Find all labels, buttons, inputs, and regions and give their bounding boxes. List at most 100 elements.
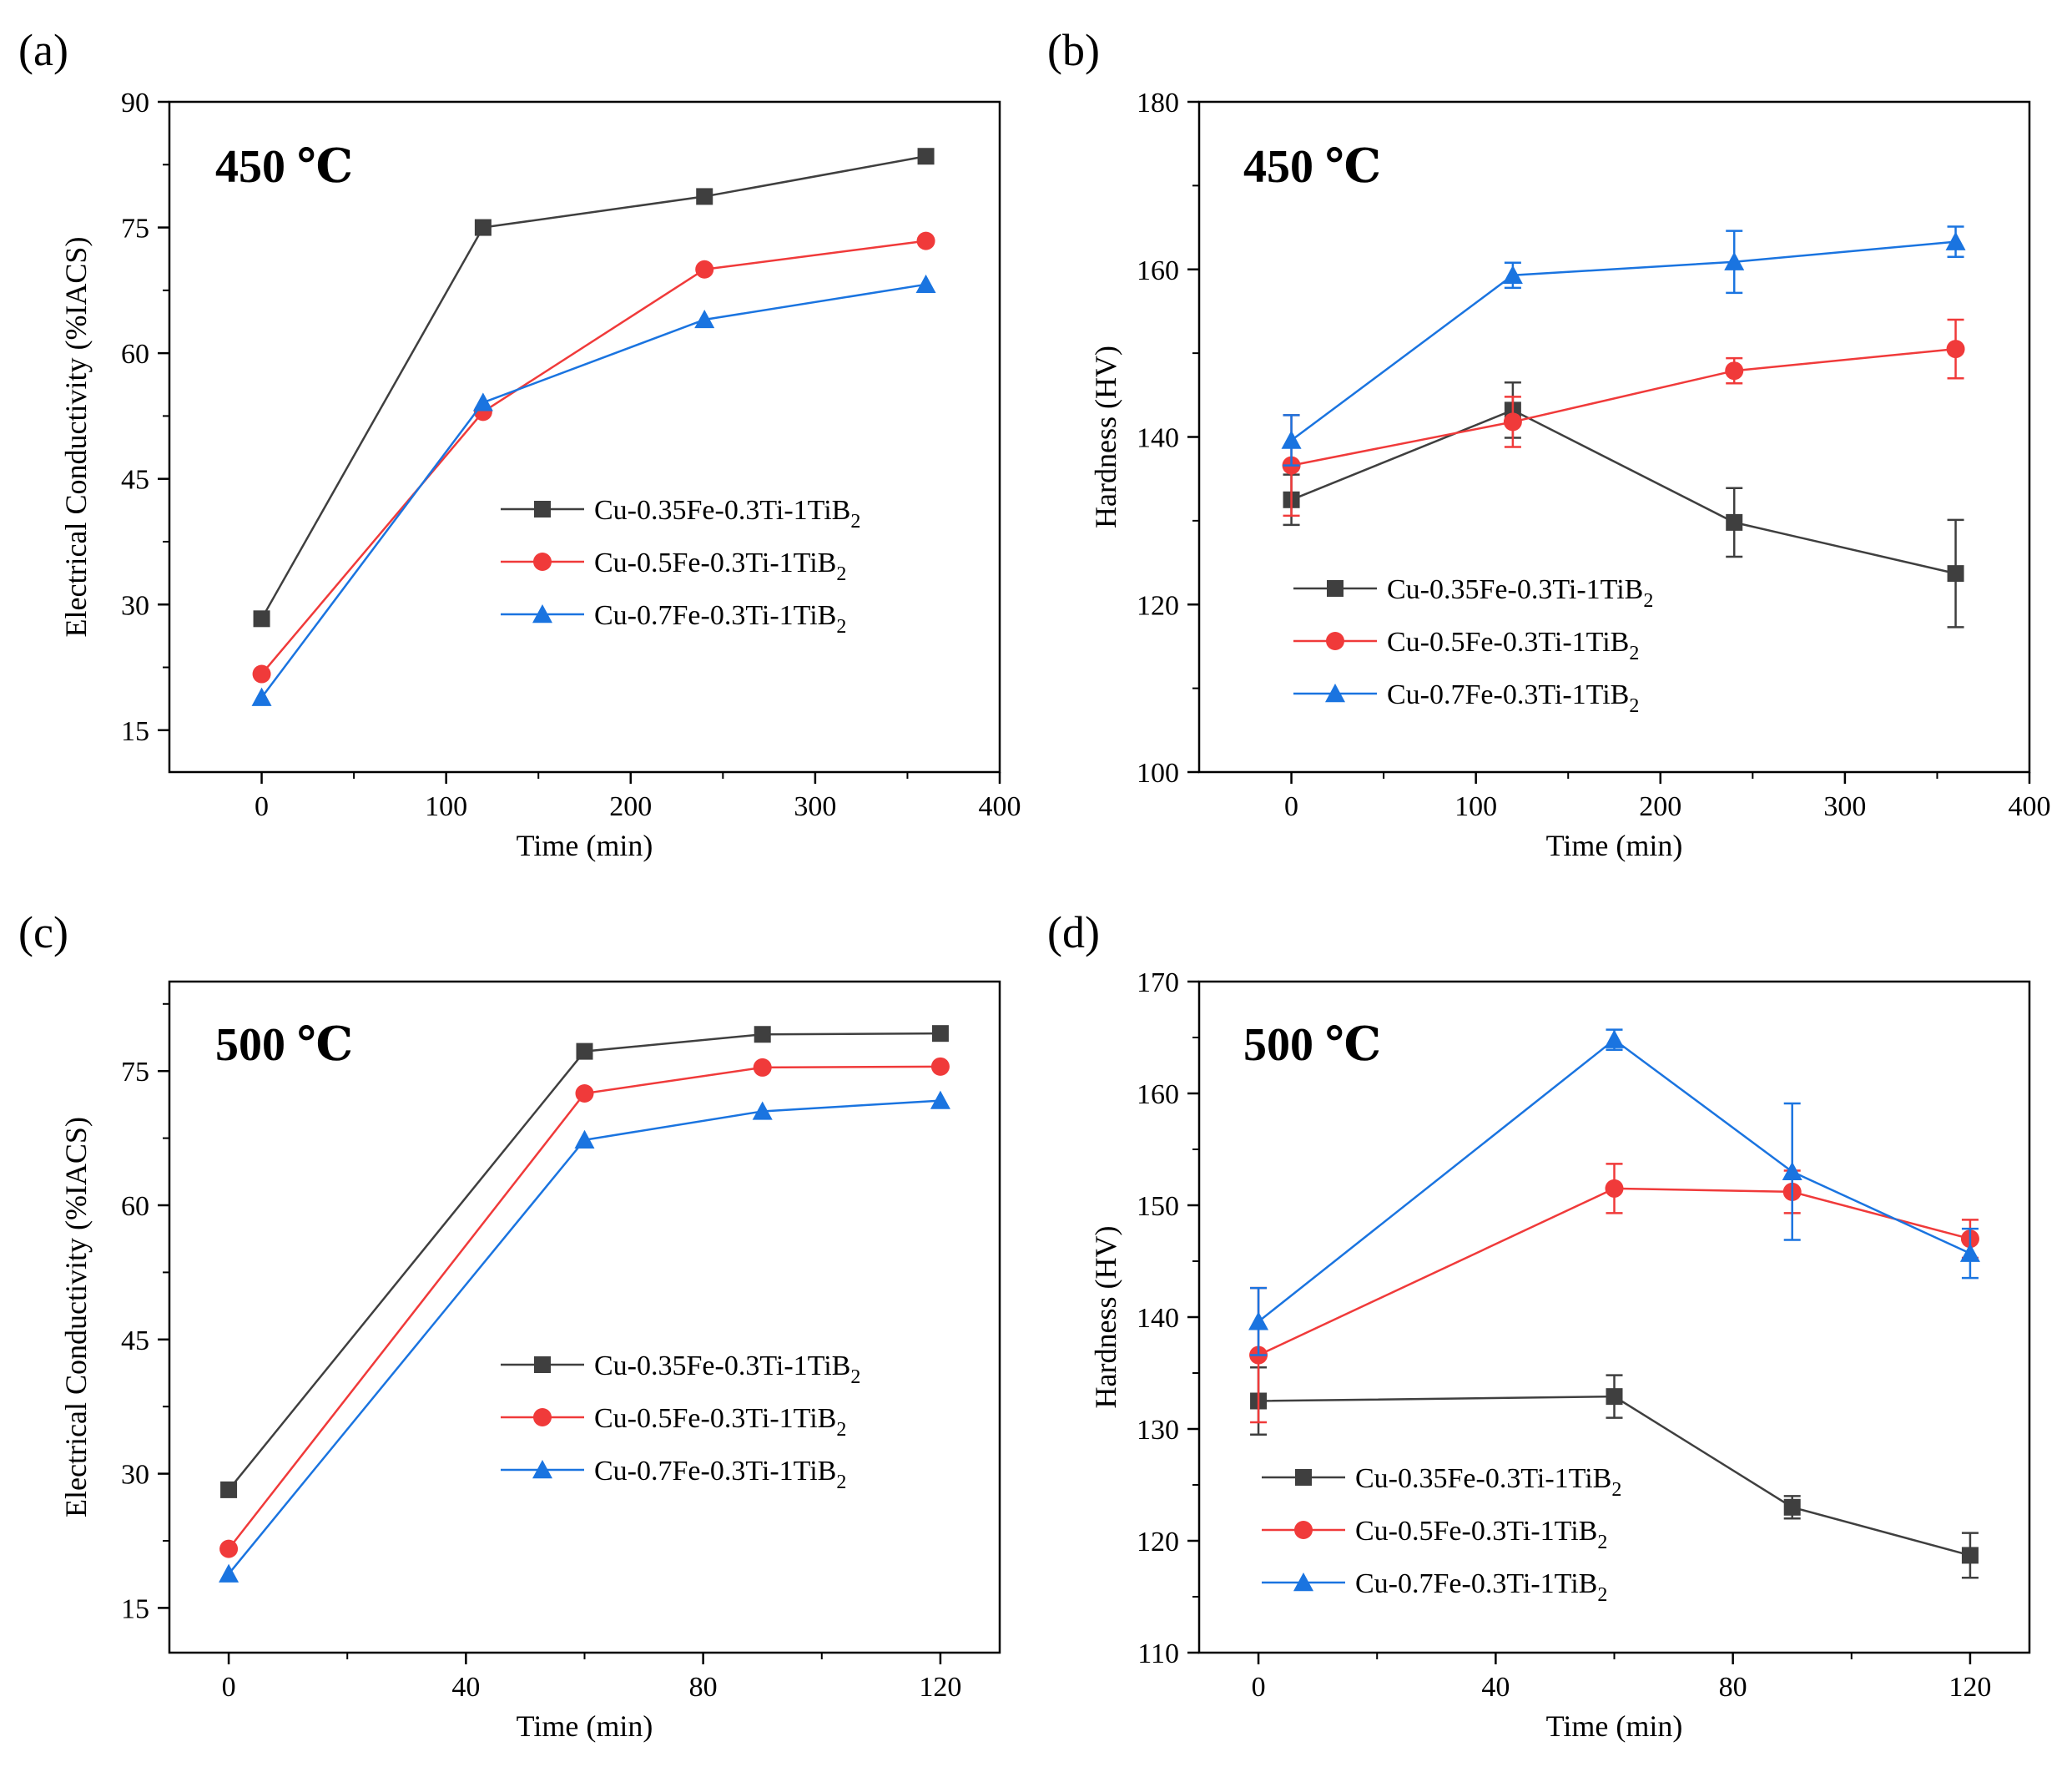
data-point <box>930 1090 950 1109</box>
x-axis-label: Time (min) <box>517 1709 653 1743</box>
y-tick-label: 140 <box>1137 423 1179 454</box>
legend-marker <box>533 1408 552 1426</box>
legend-label: Cu-0.35Fe-0.3Ti-1TiB2 <box>1387 574 1653 612</box>
x-tick-label: 100 <box>1454 791 1497 822</box>
legend-entry: Cu-0.7Fe-0.3Ti-1TiB2 <box>1262 1568 1607 1606</box>
y-tick-label: 180 <box>1137 88 1179 119</box>
panel-label: (a) <box>18 25 68 75</box>
x-tick-label: 200 <box>1639 791 1681 822</box>
data-series <box>219 1057 950 1558</box>
data-series <box>1248 1028 1980 1356</box>
legend-marker <box>1294 1521 1313 1539</box>
y-axis-label: Hardness (HV) <box>1089 1226 1122 1409</box>
x-tick-label: 40 <box>1481 1672 1510 1703</box>
temperature-annotation: 500 ℃ <box>215 1019 353 1071</box>
x-tick-label: 300 <box>794 791 836 822</box>
chart-panel: (a) 0 100 200 300 400 15 30 45 60 75 90 Time (min) El… <box>18 25 1021 862</box>
y-tick-label: 60 <box>121 1191 149 1222</box>
data-point <box>1959 1243 1980 1262</box>
data-point <box>1782 1161 1802 1180</box>
legend-entry: Cu-0.35Fe-0.3Ti-1TiB2 <box>501 495 860 533</box>
x-axis-label: Time (min) <box>1546 1709 1683 1743</box>
data-point <box>474 219 492 236</box>
data-point <box>1725 361 1744 381</box>
data-point <box>1724 251 1745 270</box>
series-line <box>1258 1038 1971 1323</box>
data-point <box>917 148 935 165</box>
plot-frame <box>168 980 1001 1654</box>
legend-entry: Cu-0.5Fe-0.3Ti-1TiB2 <box>1293 627 1639 664</box>
y-tick-label: 45 <box>121 465 149 496</box>
legend-label: Cu-0.7Fe-0.3Ti-1TiB2 <box>1387 679 1639 717</box>
data-point <box>1945 231 1966 250</box>
x-tick-label: 40 <box>451 1672 480 1703</box>
data-point <box>1606 1388 1623 1406</box>
series-line <box>1291 409 1956 575</box>
data-point <box>1947 565 1964 583</box>
x-axis-label: Time (min) <box>517 829 653 862</box>
x-tick-label: 100 <box>425 791 467 822</box>
legend-entry: Cu-0.5Fe-0.3Ti-1TiB2 <box>501 1403 846 1441</box>
data-point <box>219 1539 239 1558</box>
data-point <box>1605 1179 1624 1198</box>
legend-marker <box>1293 1573 1313 1592</box>
temperature-annotation: 450 ℃ <box>1243 141 1381 193</box>
data-point <box>251 687 272 706</box>
data-point <box>1726 513 1743 531</box>
y-axis-label: Electrical Conductivity (%IACS) <box>59 1117 93 1517</box>
plot-frame <box>168 100 1001 774</box>
data-point <box>915 274 936 294</box>
legend-label: Cu-0.35Fe-0.3Ti-1TiB2 <box>594 1350 860 1388</box>
x-tick-label: 80 <box>1719 1672 1747 1703</box>
y-axis-label: Electrical Conductivity (%IACS) <box>59 237 93 638</box>
legend-label: Cu-0.7Fe-0.3Ti-1TiB2 <box>594 600 846 638</box>
x-tick-label: 80 <box>689 1672 718 1703</box>
y-tick-label: 30 <box>121 1460 149 1491</box>
x-tick-label: 120 <box>919 1672 961 1703</box>
x-tick-label: 0 <box>222 1672 236 1703</box>
legend: Cu-0.35Fe-0.3Ti-1TiB2 Cu-0.5Fe-0.3Ti-1TiB… <box>1262 1463 1621 1606</box>
x-tick-label: 0 <box>1252 1672 1266 1703</box>
data-point <box>916 231 935 250</box>
legend: Cu-0.35Fe-0.3Ti-1TiB2 Cu-0.5Fe-0.3Ti-1TiB… <box>1293 574 1653 717</box>
temperature-annotation: 450 ℃ <box>215 141 353 193</box>
data-point <box>694 309 715 329</box>
legend-entry: Cu-0.5Fe-0.3Ti-1TiB2 <box>501 548 846 585</box>
legend-entry: Cu-0.7Fe-0.3Ti-1TiB2 <box>501 600 846 638</box>
y-tick-label: 45 <box>121 1325 149 1356</box>
series-line <box>228 1032 940 1491</box>
legend-marker <box>534 501 551 517</box>
data-point <box>1783 1498 1801 1516</box>
data-point <box>931 1025 949 1043</box>
y-tick-label: 90 <box>121 88 149 119</box>
legend-entry: Cu-0.35Fe-0.3Ti-1TiB2 <box>1262 1463 1621 1501</box>
y-tick-label: 30 <box>121 590 149 621</box>
y-tick-label: 15 <box>121 716 149 747</box>
legend: Cu-0.35Fe-0.3Ti-1TiB2 Cu-0.5Fe-0.3Ti-1TiB… <box>501 1350 860 1493</box>
legend-entry: Cu-0.7Fe-0.3Ti-1TiB2 <box>501 1456 846 1493</box>
series-line <box>1290 240 1956 442</box>
data-series <box>253 148 935 628</box>
y-tick-label: 140 <box>1137 1303 1179 1334</box>
data-series <box>219 1090 950 1583</box>
y-tick-label: 110 <box>1137 1638 1179 1669</box>
x-axis-label: Time (min) <box>1546 829 1683 862</box>
legend-label: Cu-0.5Fe-0.3Ti-1TiB2 <box>594 1403 846 1441</box>
legend-entry: Cu-0.5Fe-0.3Ti-1TiB2 <box>1262 1516 1607 1553</box>
x-tick-label: 400 <box>979 791 1021 822</box>
y-tick-label: 100 <box>1137 758 1179 789</box>
data-point <box>1503 412 1522 432</box>
x-tick-label: 0 <box>1284 791 1298 822</box>
y-axis-label: Hardness (HV) <box>1089 346 1122 528</box>
data-point <box>472 392 493 411</box>
data-series <box>1250 1366 1979 1579</box>
legend-entry: Cu-0.35Fe-0.3Ti-1TiB2 <box>501 1350 860 1388</box>
temperature-annotation: 500 ℃ <box>1243 1019 1381 1071</box>
series-line <box>1258 1395 1971 1557</box>
y-tick-label: 120 <box>1137 590 1179 621</box>
legend: Cu-0.35Fe-0.3Ti-1TiB2 Cu-0.5Fe-0.3Ti-1TiB… <box>501 495 860 638</box>
y-tick-label: 75 <box>121 1057 149 1088</box>
y-tick-label: 170 <box>1137 967 1179 998</box>
series-line <box>228 1065 940 1550</box>
